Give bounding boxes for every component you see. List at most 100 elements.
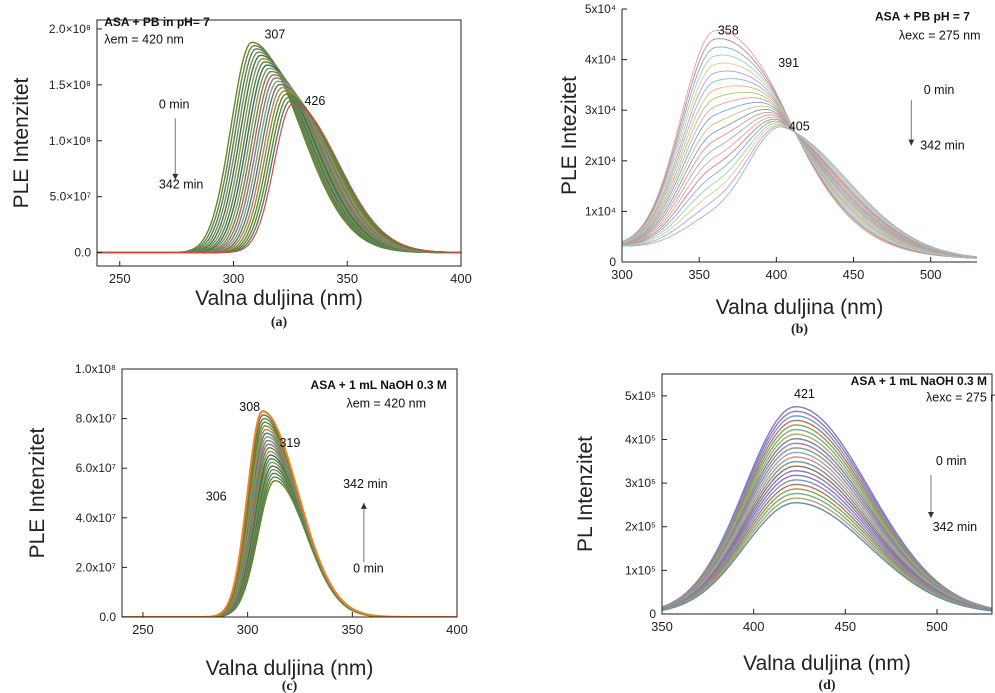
x-tick-label: 400 [765,267,787,282]
annotation: λexc = 275 nm [899,28,981,42]
annotation: 306 [206,489,227,503]
y-tick-label: 3x10⁴ [585,103,616,117]
series-line [97,64,461,254]
y-tick-label: 5x10⁴ [585,2,616,16]
y-tick-label: 5x10⁵ [625,389,656,403]
series-line [122,457,457,617]
y-tick-label: 0.0 [74,246,91,260]
plot-frame [661,373,993,615]
x-axis-label: Valna duljina (nm) [716,296,884,319]
panel-caption: (a) [271,315,288,330]
series-line [122,421,457,617]
y-axis-label: PL Intenzitet [574,436,597,552]
y-axis-label: PLE Intenzitet [10,77,33,208]
annotation: 342 min [933,520,978,534]
x-tick-label: 300 [611,267,633,282]
annotation: 391 [778,56,799,70]
series-line [122,479,457,617]
series-line [662,501,992,612]
series-line [97,83,461,254]
y-tick-label: 0.0 [99,610,116,624]
y-tick-label: 0 [649,607,656,621]
panel-caption: (d) [818,678,835,693]
series-line [97,96,461,254]
y-tick-label: 8.0x10⁷ [76,412,116,426]
y-tick-label: 2.0x10⁷ [76,560,116,574]
annotation: λem = 420 nm [346,396,426,410]
panel-caption: (b) [791,322,808,337]
series-line [97,51,461,254]
plot-frame [96,19,462,267]
arrow-head [360,502,367,509]
y-tick-label: 1x10⁵ [625,563,656,577]
y-axis-label: PLE Intenzitet [26,427,49,558]
annotation: 307 [264,27,285,41]
series-line [97,74,461,254]
x-tick-label: 450 [843,267,865,282]
annotation: 342 min [159,178,204,192]
chart-panel-b: 300 350 400 450 500 0 1x10⁴ 2x10⁴ 3x10⁴ 4x10⁴ 5x10… [558,2,981,337]
plot-frame [121,368,458,618]
series-line [622,126,977,258]
arrow-head [172,173,179,180]
y-tick-label: 1.0x10⁸ [75,362,116,376]
series-line [97,48,461,254]
series-group [622,30,977,259]
x-tick-label: 400 [743,619,765,634]
x-tick-label: 350 [336,271,358,286]
y-tick-label: 2.0×10⁸ [49,22,91,36]
x-axis-label: Valna duljina (nm) [195,287,363,310]
series-line [122,476,457,617]
annotation: 308 [239,400,260,414]
annotation: 319 [279,436,300,450]
y-tick-label: 3x10⁵ [625,476,656,490]
series-line [122,428,457,617]
y-tick-label: 0 [609,255,616,269]
series-line [622,85,977,259]
series-line [97,57,461,254]
annotation: 0 min [924,83,955,97]
y-tick-label: 6.0x10⁷ [76,461,116,475]
x-tick-label: 250 [132,622,154,637]
x-tick-label: 450 [834,619,856,634]
chart-panel-d: 350 400 450 500 0 1x10⁵ 2x10⁵ 3x10⁵ 4x10⁵ 5x10⁵ Va… [574,373,995,693]
x-tick-label: 300 [223,271,245,286]
annotation: ASA + PB in pH= 7 [104,15,210,29]
y-tick-label: 5.0×10⁷ [50,190,91,204]
annotation: 0 min [159,98,190,112]
series-line [622,91,977,259]
series-group [662,405,992,612]
series-line [622,78,977,259]
y-tick-label: 2x10⁴ [585,154,616,168]
panel-caption: (c) [282,679,298,693]
x-tick-label: 400 [446,622,468,637]
series-line [97,99,461,254]
x-tick-label: 350 [651,619,673,634]
chart-panel-a: 250 300 350 400 0.0 5.0×10⁷ 1.0×10⁸ 1.5×10⁸ 2.0×… [10,15,472,330]
y-tick-label: 2x10⁵ [625,520,656,534]
x-tick-label: 350 [688,267,710,282]
annotation: 358 [718,23,739,37]
arrow-head [908,139,915,146]
series-line [122,425,457,617]
y-tick-label: 4x10⁴ [585,53,616,67]
y-tick-label: 1x10⁴ [585,204,616,218]
y-tick-label: 4x10⁵ [625,432,656,446]
x-tick-label: 400 [450,271,472,286]
annotation: ASA + 1 mL NaOH 0.3 M [851,374,987,388]
series-line [122,461,457,617]
x-tick-label: 500 [926,619,948,634]
annotation: ASA + 1 mL NaOH 0.3 M [311,378,447,392]
annotation: 342 min [920,138,965,152]
y-tick-label: 1.0×10⁸ [49,134,91,148]
x-tick-label: 300 [237,622,259,637]
y-tick-label: 1.5×10⁸ [49,78,91,92]
y-tick-label: 4.0x10⁷ [76,511,116,525]
series-line [97,103,461,254]
chart-panel-c: 250 300 350 400 0.0 2.0x10⁷ 4.0x10⁷ 6.0x10⁷ 8.0x… [26,362,468,693]
annotation: 426 [304,94,325,108]
annotation: 405 [789,119,810,133]
series-group [97,41,461,254]
x-tick-label: 350 [341,622,363,637]
